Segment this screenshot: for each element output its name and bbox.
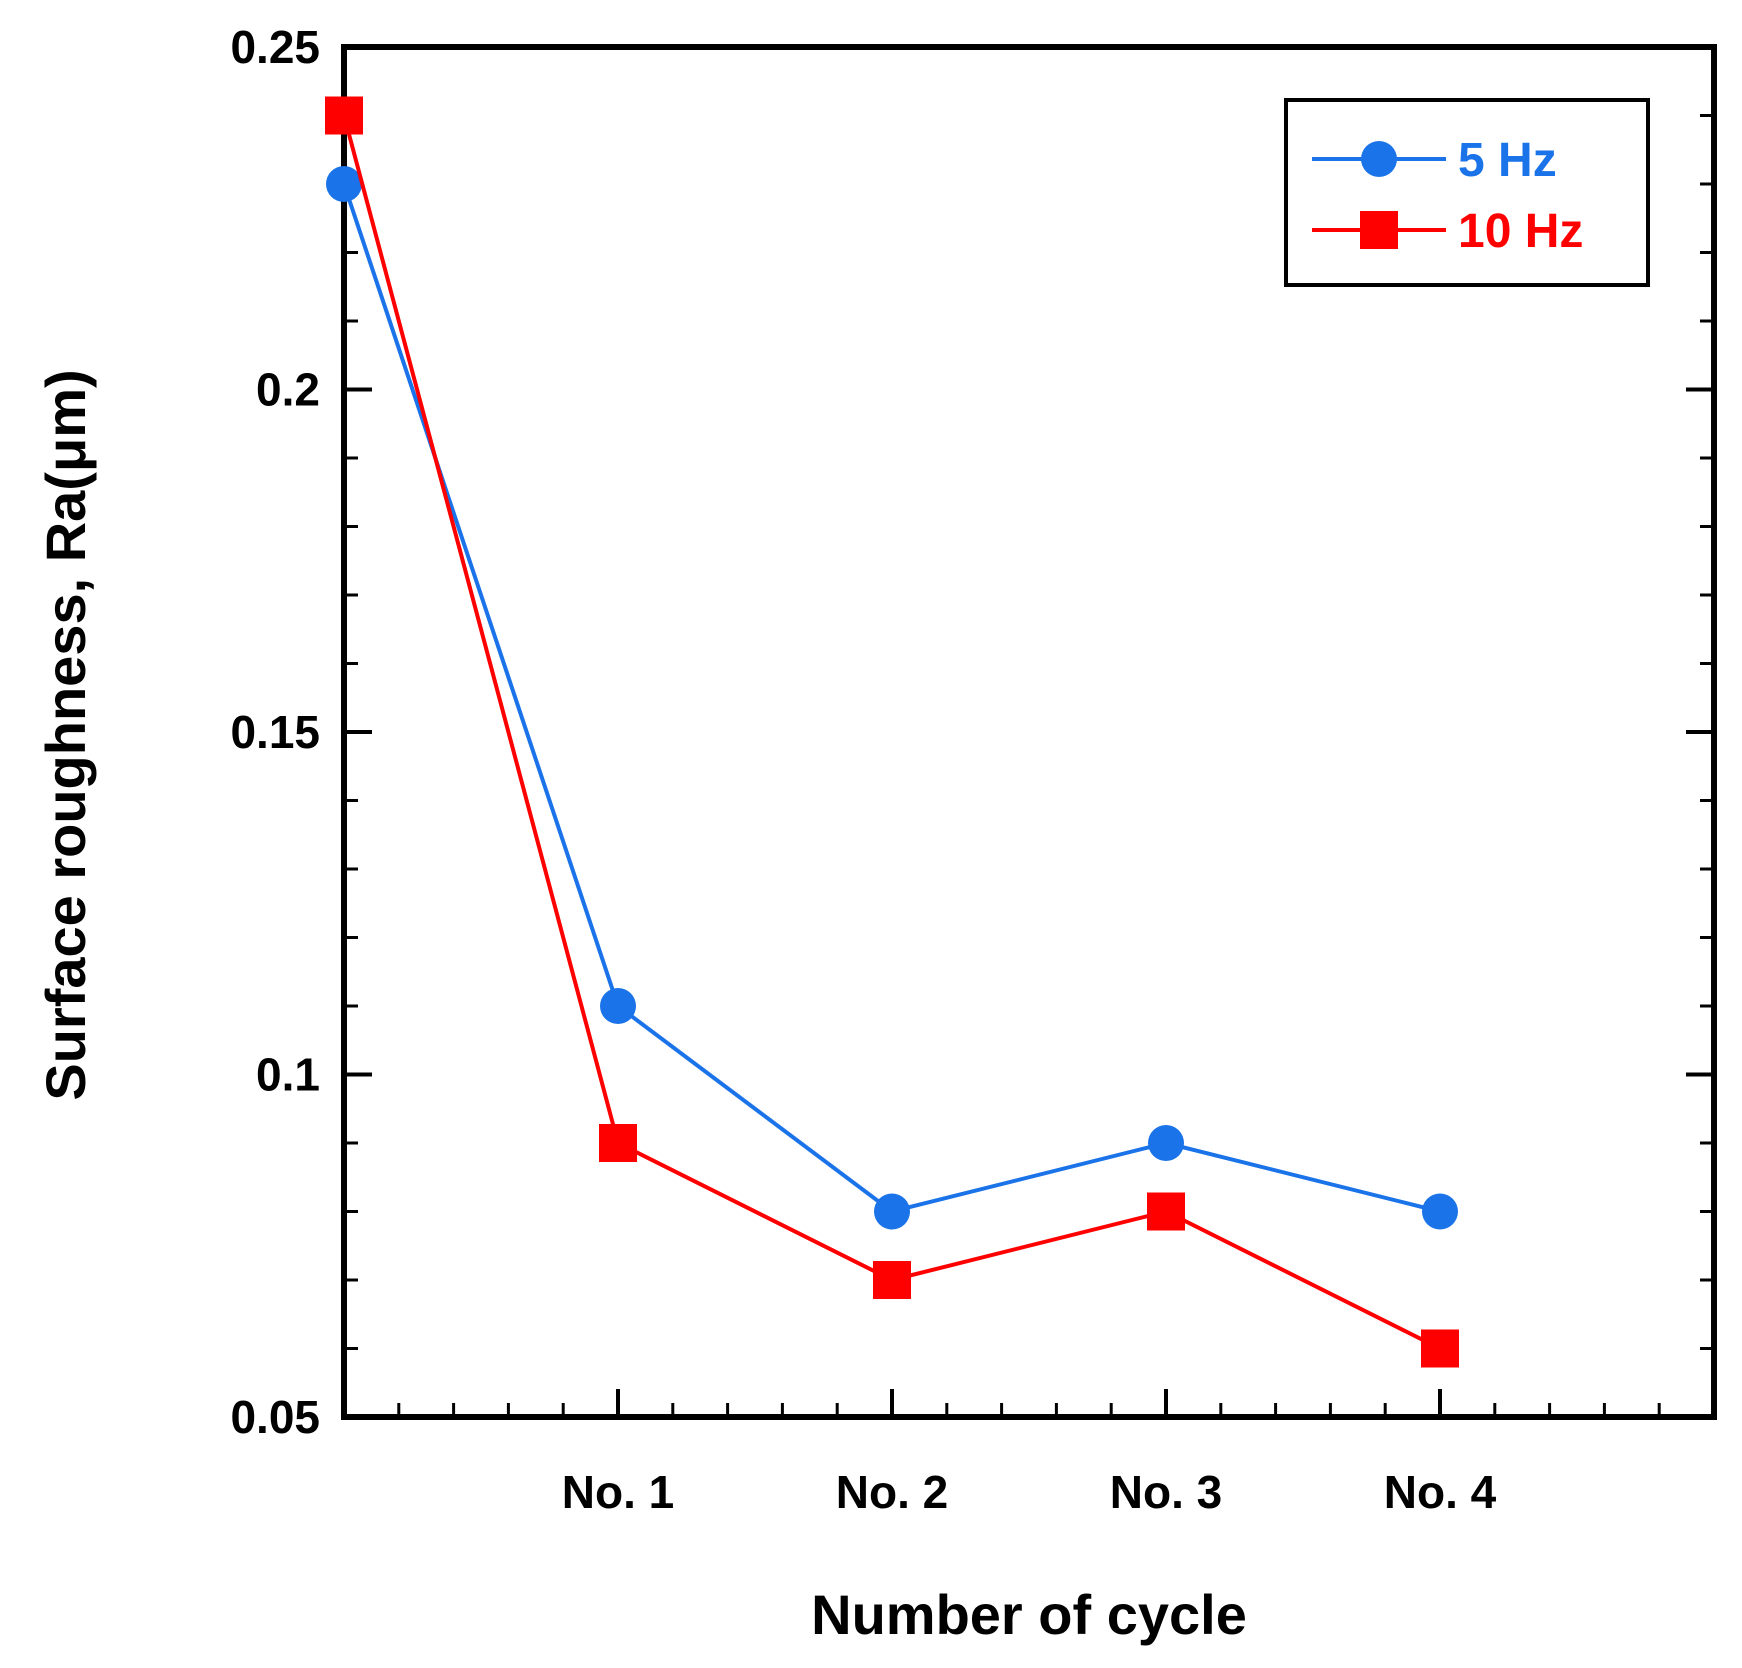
x-tick-label: No. 2 [836, 1466, 948, 1518]
y-tick-label: 0.05 [230, 1391, 320, 1443]
x-tick-label: No. 4 [1384, 1466, 1497, 1518]
legend-box [1284, 98, 1650, 287]
y-axis-title: Surface roughness, Ra(μm) [34, 369, 97, 1100]
legend-marker [1361, 141, 1397, 177]
y-tick-labels: 0.05 0.1 0.15 0.2 0.25 [230, 21, 320, 1443]
x-axis-title: Number of cycle [811, 1583, 1247, 1646]
data-point [600, 988, 636, 1024]
data-point [599, 1124, 637, 1162]
data-point [1148, 1125, 1184, 1161]
series-line [342, 183, 1441, 1214]
legend-label: 5 Hz [1458, 134, 1557, 187]
y-tick-label: 0.2 [256, 364, 320, 416]
data-point [1147, 1192, 1185, 1231]
data-point [874, 1193, 910, 1230]
major-ticks [344, 45, 1714, 1419]
minor-ticks [344, 114, 1714, 1417]
series-layer [325, 96, 1459, 1368]
data-point [1421, 1329, 1459, 1368]
legend-label: 10 Hz [1458, 205, 1583, 258]
y-tick-label: 0.15 [230, 706, 320, 758]
data-point [326, 166, 362, 202]
data-point [1422, 1193, 1458, 1230]
x-tick-label: No. 3 [1110, 1466, 1222, 1518]
x-tick-label: No. 1 [562, 1466, 674, 1518]
data-point [325, 96, 363, 135]
legend-entries: 5 Hz 10 Hz [1312, 134, 1583, 258]
legend-marker [1360, 211, 1398, 249]
series-line [342, 114, 1441, 1351]
legend: 5 Hz 10 Hz [1284, 98, 1650, 287]
data-point [873, 1261, 911, 1299]
y-tick-label: 0.1 [256, 1049, 320, 1101]
x-tick-labels: No. 1 No. 2 No. 3 No. 4 [562, 1466, 1497, 1518]
y-tick-label: 0.25 [230, 21, 320, 73]
